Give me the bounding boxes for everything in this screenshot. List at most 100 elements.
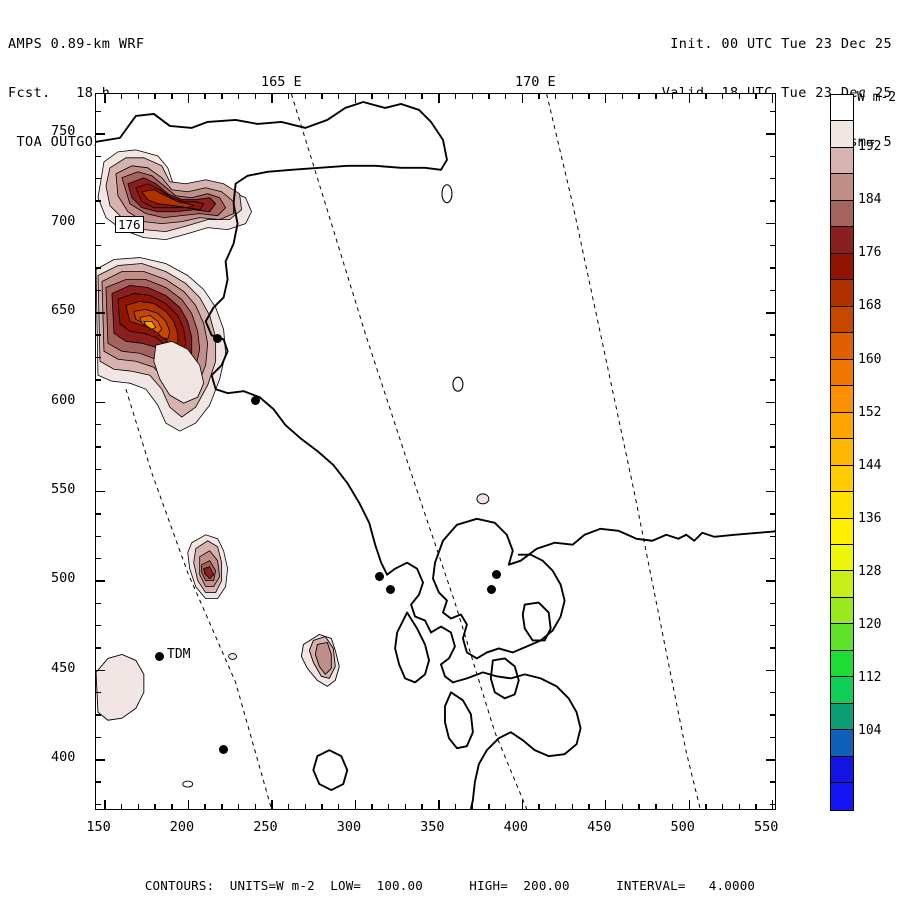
- colorbar-swatch-18[interactable]: [831, 571, 853, 598]
- colorbar-swatch-0[interactable]: [831, 95, 853, 122]
- colorbar[interactable]: [830, 94, 854, 811]
- coast-west-lower-2: [430, 625, 456, 684]
- colorbar-swatch-21[interactable]: [831, 650, 853, 678]
- colorbar-swatch-12[interactable]: [831, 412, 853, 440]
- tick-bottom-480: [655, 804, 657, 809]
- tick-bottom-200: [187, 800, 190, 809]
- station-marker-TDM[interactable]: [155, 652, 164, 661]
- contour-fill-central-weak-patch: [300, 633, 340, 687]
- tick-right-437.5: [770, 692, 775, 694]
- colorbar-swatch-7[interactable]: [831, 280, 853, 307]
- colorbar-swatch-3[interactable]: [831, 174, 853, 201]
- tick-top-390: [504, 94, 507, 99]
- island-small-north: [452, 376, 464, 392]
- tick-right-712.5: [770, 200, 775, 202]
- colorbar-swatch-10[interactable]: [831, 359, 853, 387]
- coastline: [96, 101, 775, 809]
- station-marker-station-2[interactable]: [251, 396, 260, 405]
- colorbar-swatch-16[interactable]: [831, 518, 853, 545]
- colorbar-swatch-17[interactable]: [831, 544, 853, 572]
- tick-top-550: [771, 94, 774, 103]
- tick-top-340: [421, 94, 423, 99]
- tick-top-530: [738, 94, 740, 99]
- tick-left-550: [96, 490, 105, 493]
- tick-right-762.5: [770, 110, 775, 113]
- tick-top-290: [338, 94, 340, 99]
- tick-bottom-540: [755, 804, 757, 809]
- x-axis-label-450: 450: [587, 819, 612, 835]
- tick-top-420: [555, 94, 557, 99]
- station-marker-station-4[interactable]: [386, 585, 395, 594]
- colorbar-swatch-13[interactable]: [831, 439, 853, 466]
- x-axis-label-150: 150: [86, 819, 111, 835]
- colorbar-swatch-9[interactable]: [831, 333, 853, 360]
- tick-bottom-500: [688, 800, 690, 809]
- colorbar-swatch-4[interactable]: [831, 200, 853, 228]
- longitude-label-165-E: 165 E: [261, 74, 302, 90]
- tick-top-440: [588, 94, 590, 99]
- y-axis-label-500: 500: [51, 570, 76, 587]
- station-marker-station-3[interactable]: [375, 572, 384, 581]
- tick-top-150: [104, 94, 106, 103]
- tick-left-412.5: [96, 736, 101, 739]
- tick-right-700: [766, 222, 775, 225]
- station-marker-station-5[interactable]: [492, 570, 501, 579]
- station-marker-station-7[interactable]: [219, 745, 228, 754]
- tick-top-470: [638, 94, 640, 99]
- tick-left-725: [96, 178, 101, 180]
- colorbar-swatch-22[interactable]: [831, 677, 853, 704]
- tick-top-350: [438, 94, 440, 103]
- x-axis-label-300: 300: [336, 819, 362, 835]
- colorbar-swatch-1[interactable]: [831, 121, 853, 148]
- map-plot-area[interactable]: 176 TDM: [95, 93, 776, 810]
- tick-right-487.5: [770, 602, 775, 605]
- tick-left-625: [96, 356, 101, 359]
- tick-bottom-310: [371, 804, 373, 809]
- colorbar-swatch-20[interactable]: [831, 624, 853, 651]
- coast-inner-island-e: [312, 749, 349, 792]
- tick-top-190: [171, 94, 173, 99]
- tick-top-260: [287, 94, 290, 99]
- tick-right-550: [766, 490, 775, 493]
- tick-bottom-380: [488, 804, 490, 809]
- contour-fill-specks: [182, 184, 490, 788]
- tick-right-525: [770, 535, 775, 538]
- tick-left-575: [96, 446, 101, 448]
- colorbar-swatch-5[interactable]: [831, 227, 853, 254]
- colorbar-swatch-25[interactable]: [831, 756, 853, 784]
- colorbar-swatch-6[interactable]: [831, 253, 853, 281]
- colorbar-swatch-24[interactable]: [831, 730, 853, 757]
- colorbar-swatch-19[interactable]: [831, 597, 853, 625]
- colorbar-swatch-15[interactable]: [831, 492, 853, 519]
- tick-right-400: [766, 759, 775, 761]
- meridian-160E: [125, 389, 272, 809]
- tick-bottom-230: [237, 804, 240, 809]
- colorbar-swatch-11[interactable]: [831, 386, 853, 413]
- tick-right-475: [770, 625, 775, 627]
- colorbar-tick-label-128: 128: [858, 564, 882, 579]
- y-axis-label-750: 750: [51, 123, 76, 140]
- colorbar-swatch-8[interactable]: [831, 306, 853, 334]
- coast-south-peninsula: [452, 671, 582, 809]
- colorbar-swatch-23[interactable]: [831, 703, 853, 731]
- colorbar-swatch-2[interactable]: [831, 147, 853, 175]
- x-axis-label-500: 500: [670, 819, 695, 835]
- colorbar-swatch-14[interactable]: [831, 465, 853, 493]
- tick-left-712.5: [96, 200, 101, 202]
- island-small-upper: [441, 184, 453, 204]
- colorbar-swatch-26[interactable]: [831, 783, 853, 810]
- contour-fill-south-blob: [153, 340, 205, 404]
- tick-bottom-270: [304, 804, 307, 809]
- smoothing-value: sm= 5: [849, 134, 892, 150]
- tick-top-170: [137, 94, 140, 99]
- tick-right-562.5: [770, 468, 775, 470]
- station-marker-station-1[interactable]: [213, 334, 222, 343]
- tick-left-425: [96, 714, 101, 716]
- tick-left-450: [96, 669, 105, 672]
- tick-left-537.5: [96, 513, 101, 515]
- tick-right-725: [770, 178, 775, 180]
- tick-bottom-400: [521, 800, 524, 809]
- tick-bottom-520: [721, 804, 724, 809]
- station-marker-station-6[interactable]: [487, 585, 496, 594]
- colorbar-tick-label-192: 192: [858, 139, 882, 155]
